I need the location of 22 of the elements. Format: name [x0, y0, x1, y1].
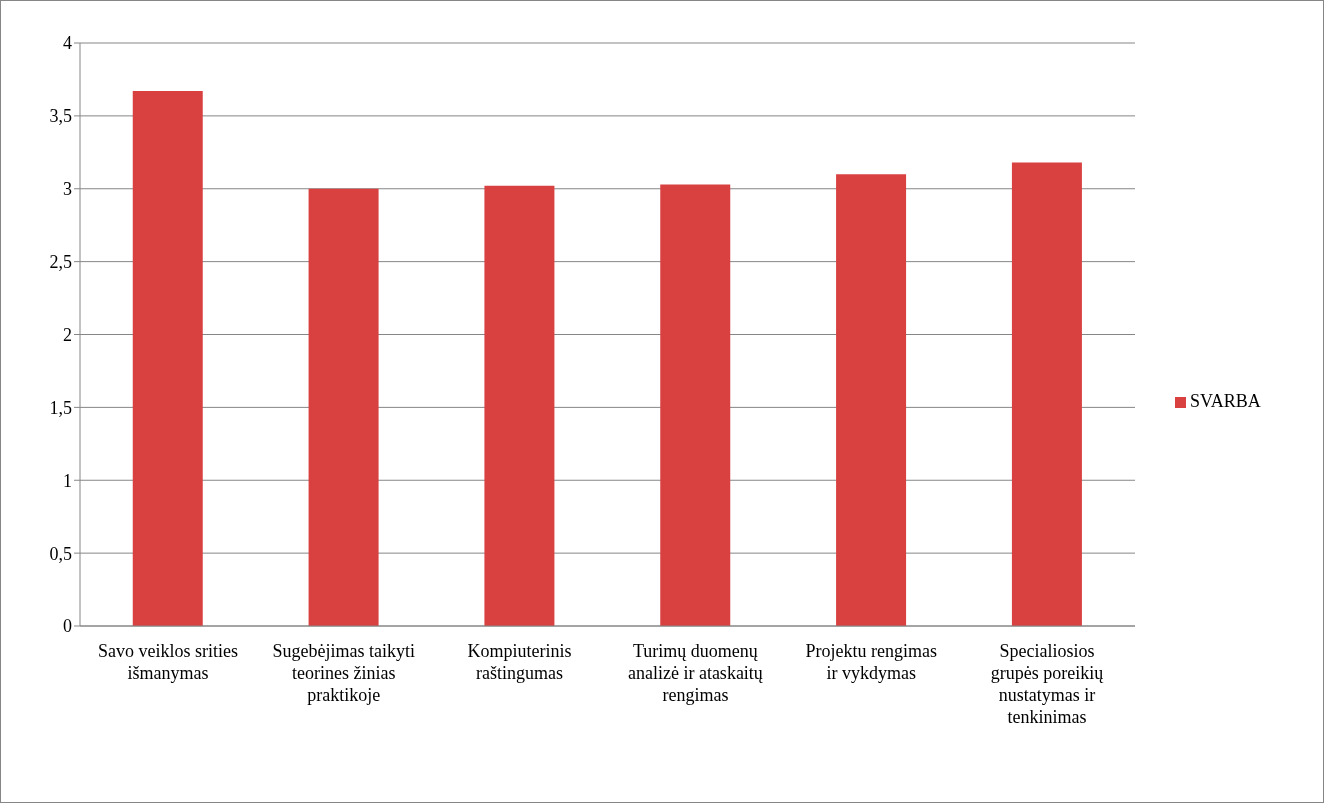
y-tick-label: 2: [63, 324, 72, 345]
bar: [1011, 162, 1082, 626]
y-tick-label: 1: [63, 470, 72, 491]
y-tick-label: 3: [63, 179, 72, 200]
y-tick-label: 4: [63, 33, 72, 54]
x-tick-label: Savo veiklos srities išmanymas: [97, 640, 238, 683]
bar: [132, 91, 203, 626]
bar: [836, 174, 907, 626]
bar: [660, 184, 731, 626]
y-tick-label: 2,5: [49, 252, 72, 273]
y-tick-label: 0,5: [49, 543, 72, 564]
x-tick-label: Specialiosios grupės poreikių nustatymas ir tenkinimas: [990, 640, 1105, 727]
y-tick-label: 0: [63, 616, 72, 637]
x-tick-label: Turimų duomenų analizė ir ataskaitų rengimas: [627, 640, 764, 705]
y-tick-label: 1,5: [49, 397, 72, 418]
x-tick-label: Sugebėjimas taikyti teorines žinias praktikoje: [272, 640, 415, 705]
legend-label: SVARBA: [1190, 391, 1261, 411]
bar: [484, 185, 555, 626]
x-tick-label: Projektu rengimas ir vykdymas: [805, 640, 937, 683]
y-tick-label: 3,5: [49, 106, 72, 127]
bar: [308, 188, 379, 626]
x-tick-label: Kompiuterinis raštingumas: [467, 640, 572, 683]
